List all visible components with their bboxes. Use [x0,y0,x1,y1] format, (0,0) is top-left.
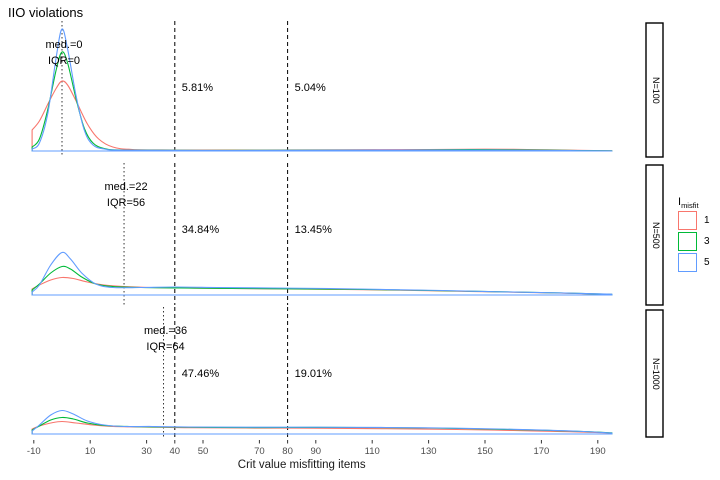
x-axis-tick-label-170: 170 [533,446,550,457]
x-axis-tick-label-70: 70 [254,446,265,457]
x-axis-tick-label--10: -10 [26,446,41,457]
facet-strip-box-panel2 [645,164,664,306]
density-curve-misfit-3-panel2 [31,265,613,296]
density-curve-misfit-5-panel2 [31,251,613,296]
median-annotation-panel3: med.=36 [143,325,188,337]
x-axis-tick-label-40: 40 [169,446,181,457]
x-axis-tick-label-10: 10 [84,446,96,457]
facet-strip-label-panel1: N=100 [651,76,661,104]
iqr-annotation-panel1: IQR=0 [47,55,81,67]
legend-item-1: 1 [676,210,710,231]
x-axis-tick-label-130: 130 [420,446,437,457]
facet-strip-box-panel3 [645,309,664,438]
x-axis-tick-label-110: 110 [364,446,380,457]
facet-strip-box-panel1 [645,22,664,158]
x-axis-tick-label-90: 90 [310,446,322,457]
legend-item-5: 5 [676,252,710,273]
legend-item-3: 3 [676,231,710,252]
x-axis-tick-label-190: 190 [589,446,606,457]
plot-title: IIO violations [8,5,84,20]
legend-item-label-5: 5 [704,257,710,269]
legend-item-label-1: 1 [704,215,710,227]
facet-strip-label-panel3: N=1000 [651,357,661,390]
legend-key-swatch-1 [678,211,697,231]
legend-title-subscript: misfit [681,201,699,211]
legend-item-label-3: 3 [704,236,710,248]
x-axis-tick-label-80: 80 [282,446,293,457]
x-axis-tick-label-50: 50 [197,446,209,457]
x-axis-tick-label-150: 150 [477,446,493,457]
legend-title-base: I [678,196,682,208]
median-annotation-panel1: med.=0 [45,39,83,51]
legend-key-swatch-3 [678,232,697,252]
density-curve-misfit-5-panel3 [31,409,613,435]
iqr-annotation-panel3: IQR=64 [146,341,185,353]
pct-beyond-40-panel2: 34.84% [181,224,220,236]
legend: Imisfit 1 3 5 [676,196,710,273]
legend-items: 1 3 5 [676,210,710,273]
median-annotation-panel2: med.=22 [104,181,148,193]
legend-title: Imisfit [678,196,710,210]
pct-beyond-40-panel3: 47.46% [181,368,220,380]
pct-beyond-80-panel3: 19.01% [294,368,332,380]
density-curve-misfit-3-panel1 [31,51,613,152]
x-axis-tick-label-30: 30 [141,446,152,457]
x-axis-title: Crit value misfitting items [237,459,366,471]
density-curve-misfit-5-panel1 [31,28,613,152]
legend-key-swatch-5 [678,253,697,273]
pct-beyond-80-panel2: 13.45% [294,224,332,236]
iqr-annotation-panel2: IQR=56 [106,197,146,209]
density-curve-misfit-3-panel3 [31,416,613,435]
facet-strip-label-panel2: N=500 [651,221,661,249]
pct-beyond-40-panel1: 5.81% [181,82,213,94]
pct-beyond-80-panel1: 5.04% [294,82,326,94]
